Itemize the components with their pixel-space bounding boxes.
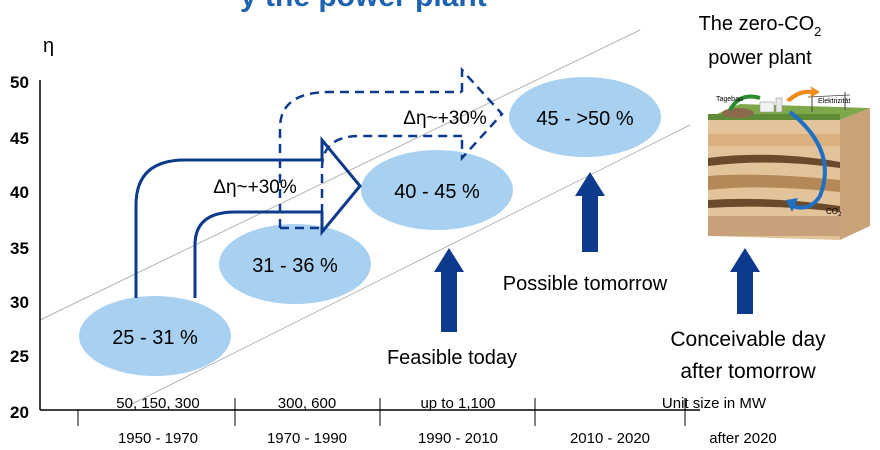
caption-possible: Possible tomorrow	[503, 273, 668, 295]
guide-line-lower	[129, 124, 691, 406]
stage-ellipse-2	[219, 224, 371, 304]
unit-size-2: 300, 600	[278, 395, 336, 412]
caption-conceivable-1: Conceivable day	[670, 328, 826, 351]
dashed-arrow-outer-curve	[278, 90, 462, 228]
y-tick-35: 35	[10, 239, 29, 258]
unit-size-label: Unit size in MW	[662, 395, 767, 412]
period-2: 1970 - 1990	[267, 430, 347, 447]
solid-arrow-head	[320, 135, 362, 237]
zero-co2-title-line2: power plant	[708, 47, 812, 69]
period-3: 1990 - 2010	[418, 430, 498, 447]
solid-arrow-inner-curve	[193, 210, 322, 298]
y-tick-50: 50	[10, 73, 29, 92]
stage-ellipse-4	[509, 77, 661, 157]
unit-size-1: 50, 150, 300	[116, 395, 199, 412]
title-fragment: y the power plant	[240, 0, 487, 13]
illustration-label-co2: CO2	[826, 207, 842, 218]
stage-label-1: 25 - 31 %	[112, 327, 198, 349]
y-tick-45: 45	[10, 129, 29, 148]
solid-arrow-outer-curve	[134, 158, 322, 298]
period-1: 1950 - 1970	[118, 430, 198, 447]
possible-up-arrow	[575, 172, 605, 252]
stage-label-4: 45 - >50 %	[536, 108, 634, 130]
stage-label-3: 40 - 45 %	[394, 181, 480, 203]
illustration-label-elektrizitaet: Elektrizität	[818, 98, 850, 105]
delta-label-dashed: Δη~+30%	[403, 108, 487, 129]
illustration-label-tagebau: Tagebau	[716, 96, 743, 103]
conceivable-up-arrow	[730, 248, 760, 314]
stage-label-2: 31 - 36 %	[252, 255, 338, 277]
dashed-arrow-inner-curve	[320, 134, 462, 228]
feasible-up-arrow	[434, 248, 464, 332]
y-axis-symbol: η	[43, 35, 54, 57]
stage-ellipse-1	[79, 296, 231, 376]
zero-co2-title-line1: The zero-CO2	[699, 13, 822, 39]
unit-size-3: up to 1,100	[420, 395, 495, 412]
delta-label-solid: Δη~+30%	[213, 177, 297, 198]
zero-co2-plant-illustration: Tagebau Elektrizität CO2	[708, 86, 870, 240]
y-tick-40: 40	[10, 183, 29, 202]
y-tick-25: 25	[10, 347, 29, 366]
stage-ellipse-3	[361, 150, 513, 230]
caption-feasible: Feasible today	[387, 347, 517, 369]
period-4: 2010 - 2020	[570, 430, 650, 447]
y-tick-30: 30	[10, 293, 29, 312]
period-5: after 2020	[709, 430, 777, 447]
guide-line-upper	[39, 29, 641, 321]
caption-conceivable-2: after tomorrow	[680, 360, 816, 383]
dashed-arrow-head	[460, 66, 504, 162]
y-tick-20: 20	[10, 403, 29, 422]
